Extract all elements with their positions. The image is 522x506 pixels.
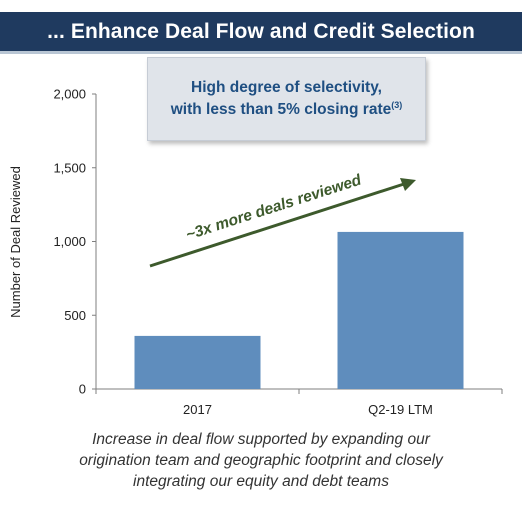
x-tick-label: Q2-19 LTM xyxy=(368,402,433,417)
y-tick-label: 1,000 xyxy=(53,234,86,249)
bar-q2-19-ltm xyxy=(337,231,464,389)
selectivity-callout: High degree of selectivity, with less th… xyxy=(147,57,426,141)
callout-line-2-text: with less than 5% closing rate xyxy=(170,101,392,118)
callout-line-2: with less than 5% closing rate(3) xyxy=(171,99,403,121)
x-tick-label: 2017 xyxy=(183,402,212,417)
callout-footnote: (3) xyxy=(391,99,403,110)
y-tick-label: 0 xyxy=(79,382,86,397)
x-tick-labels: 2017 Q2-19 LTM xyxy=(183,402,433,417)
callout-line-1: High degree of selectivity, xyxy=(191,79,382,96)
growth-arrow-line xyxy=(149,182,405,268)
page-header: ... Enhance Deal Flow and Credit Selecti… xyxy=(0,12,522,54)
growth-arrow-head xyxy=(400,178,416,191)
y-tick-label: 1,500 xyxy=(53,160,86,175)
chart-caption: Increase in deal flow supported by expan… xyxy=(20,429,502,492)
caption-line-3: integrating our equity and debt teams xyxy=(133,473,389,490)
growth-arrow-label: ~3x more deals reviewed xyxy=(184,171,364,243)
header-title: ... Enhance Deal Flow and Credit Selecti… xyxy=(47,19,475,43)
y-tick-label: 500 xyxy=(64,308,86,323)
y-tick-label: 2,000 xyxy=(53,87,86,102)
y-tick-labels: 0 500 1,000 1,500 2,000 xyxy=(53,87,86,397)
caption-line-2: origination team and geographic footprin… xyxy=(79,452,443,469)
y-axis-label: Number of Deal Reviewed xyxy=(8,166,23,318)
bar-2017 xyxy=(134,335,261,389)
caption-line-1: Increase in deal flow supported by expan… xyxy=(92,431,430,448)
chart-bars xyxy=(134,231,464,389)
